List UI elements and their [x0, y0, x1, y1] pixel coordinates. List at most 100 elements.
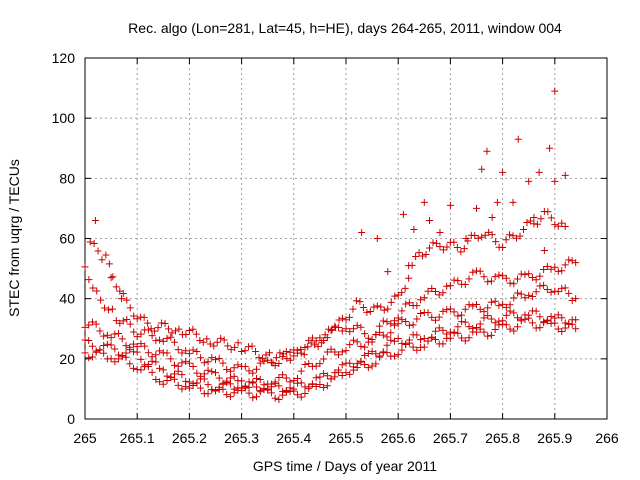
data-point	[506, 231, 514, 239]
data-point	[465, 323, 473, 331]
data-point	[353, 321, 361, 329]
data-point	[506, 301, 514, 309]
data-point	[156, 347, 164, 355]
data-point	[197, 384, 205, 392]
data-point	[185, 326, 193, 334]
data-point	[446, 334, 454, 342]
data-point	[399, 210, 407, 218]
data-point	[238, 377, 246, 385]
x-axis-label: GPS time / Days of year 2011	[253, 458, 437, 474]
data-point	[353, 363, 361, 371]
data-point	[109, 273, 117, 281]
data-point	[379, 331, 387, 339]
data-point	[453, 243, 461, 251]
data-point	[112, 283, 120, 291]
data-point	[312, 337, 320, 345]
data-point	[167, 333, 175, 341]
data-point	[346, 359, 354, 367]
data-point	[96, 346, 104, 354]
data-point	[253, 365, 261, 373]
data-point	[536, 313, 544, 321]
data-point	[200, 359, 208, 367]
data-point	[316, 381, 324, 389]
data-point	[484, 312, 492, 320]
data-point	[238, 348, 246, 356]
data-point	[230, 372, 238, 380]
data-point	[446, 282, 454, 290]
data-point	[379, 317, 387, 325]
data-point	[349, 336, 357, 344]
data-point	[163, 334, 171, 342]
data-point	[387, 320, 395, 328]
data-point	[405, 299, 413, 307]
data-point	[189, 346, 197, 354]
data-point	[510, 294, 518, 302]
data-point	[532, 307, 540, 315]
data-point	[81, 336, 89, 344]
scatter-points	[81, 87, 580, 403]
data-point	[271, 380, 279, 388]
data-point	[212, 369, 219, 377]
data-point	[499, 244, 507, 252]
data-point	[238, 387, 246, 395]
data-point	[435, 291, 443, 299]
data-point	[276, 349, 284, 357]
data-point	[510, 327, 518, 335]
data-point	[532, 288, 540, 296]
data-point	[546, 144, 554, 152]
data-point	[487, 277, 495, 285]
data-point	[323, 382, 331, 390]
data-point	[327, 345, 335, 353]
data-point	[107, 341, 115, 349]
data-point	[152, 376, 160, 384]
data-point	[182, 377, 190, 385]
data-point	[151, 327, 159, 335]
data-point	[390, 317, 398, 325]
data-point	[115, 351, 123, 359]
data-point	[480, 273, 488, 281]
data-point	[335, 366, 343, 374]
data-point	[480, 314, 488, 322]
data-point	[499, 272, 507, 280]
data-point	[231, 343, 239, 351]
data-point	[290, 352, 298, 360]
data-point	[376, 328, 384, 336]
data-point	[282, 374, 290, 382]
data-point	[554, 288, 562, 296]
data-point	[361, 351, 369, 359]
data-point	[499, 300, 507, 308]
data-point	[170, 361, 178, 369]
data-point	[168, 329, 176, 337]
data-point	[119, 290, 127, 298]
data-point	[223, 391, 231, 399]
data-point	[275, 373, 283, 381]
data-point	[111, 358, 119, 366]
data-point	[543, 263, 551, 271]
data-point	[394, 351, 402, 359]
data-point	[561, 284, 569, 292]
data-point	[394, 314, 402, 322]
data-point	[279, 371, 287, 379]
data-point	[372, 350, 380, 358]
data-point	[458, 318, 466, 326]
data-point	[346, 328, 354, 336]
data-point	[210, 342, 218, 350]
data-point	[551, 177, 559, 185]
data-point	[525, 177, 533, 185]
data-point	[192, 330, 200, 338]
data-point	[226, 374, 234, 382]
data-point	[568, 296, 576, 304]
data-point	[551, 263, 559, 271]
data-point	[297, 379, 305, 387]
data-point	[572, 325, 580, 333]
data-point	[331, 348, 339, 356]
data-point	[339, 314, 347, 322]
data-point	[163, 372, 171, 380]
data-point	[256, 375, 264, 383]
data-point	[446, 305, 454, 313]
data-point	[234, 339, 242, 347]
data-point	[361, 343, 369, 351]
data-point	[161, 319, 169, 327]
data-point	[338, 371, 346, 379]
data-point	[413, 302, 421, 310]
